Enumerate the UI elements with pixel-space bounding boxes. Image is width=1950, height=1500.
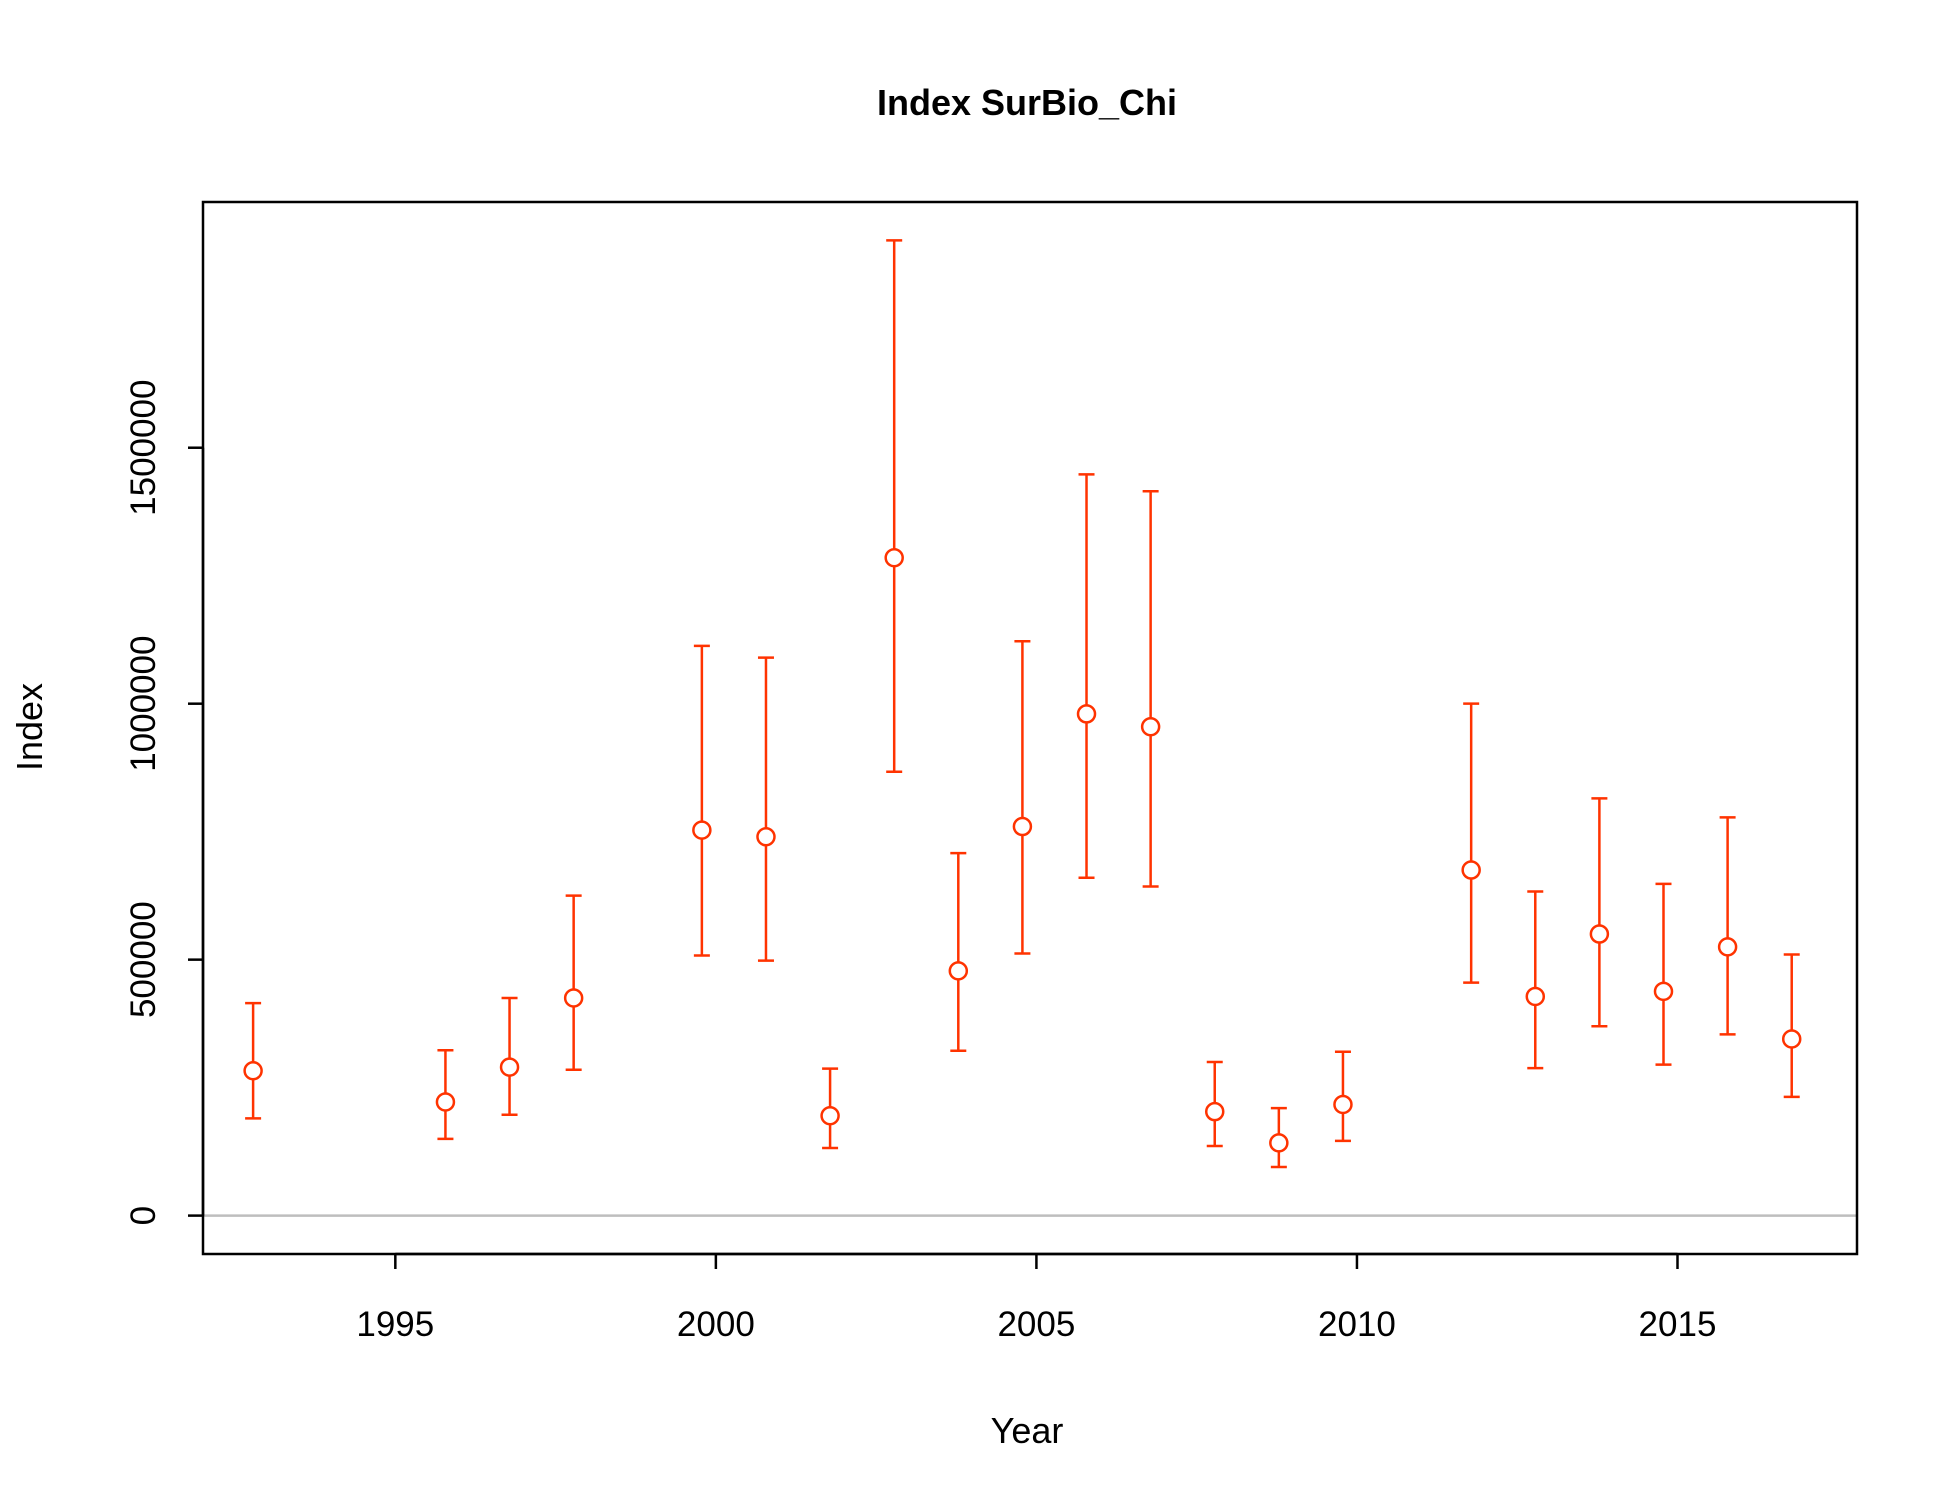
data-point: [820, 1067, 840, 1150]
series: [243, 239, 1802, 1169]
data-point: [243, 1001, 263, 1120]
data-point-marker: [1461, 860, 1481, 880]
data-point: [1012, 639, 1033, 955]
data-point: [1333, 1050, 1353, 1143]
data-point-marker: [948, 961, 969, 981]
data-point-marker: [1525, 986, 1546, 1007]
data-point: [756, 656, 776, 962]
data-point-marker: [1140, 716, 1161, 737]
data-point-marker: [1333, 1094, 1353, 1115]
x-axis-label: Year: [991, 1410, 1064, 1451]
data-point: [435, 1049, 456, 1141]
data-point-marker: [243, 1060, 263, 1081]
x-tick-label: 2010: [1318, 1305, 1396, 1344]
data-point-marker: [435, 1092, 456, 1112]
data-point-marker: [1012, 816, 1033, 837]
data-point: [1525, 890, 1546, 1070]
data-point: [1653, 882, 1674, 1066]
data-point: [884, 239, 904, 774]
data-point: [1204, 1060, 1225, 1148]
data-point-marker: [499, 1057, 520, 1077]
y-tick-label: 500000: [124, 901, 163, 1018]
y-tick-label: 1000000: [124, 636, 163, 772]
data-point: [1717, 816, 1738, 1036]
axes: 1995 2000 2005 2010 2015 0 500000 1000000 150000…: [124, 380, 1716, 1344]
y-axis-label: Index: [9, 683, 50, 771]
data-point-marker: [1653, 981, 1674, 1002]
y-tick-label: 1500000: [124, 380, 163, 516]
data-point-marker: [1204, 1101, 1225, 1122]
data-point-marker: [884, 548, 904, 568]
data-point-marker: [1717, 937, 1738, 957]
data-point: [563, 894, 584, 1071]
data-point-marker: [1589, 924, 1610, 944]
x-tick-label: 2015: [1639, 1305, 1717, 1344]
x-tick-label: 2000: [677, 1305, 755, 1344]
data-point: [499, 996, 520, 1117]
data-point: [1140, 489, 1161, 888]
data-point: [1589, 797, 1610, 1028]
plot-frame: [201, 200, 1859, 1256]
data-point: [1076, 473, 1097, 879]
data-point-marker: [1269, 1133, 1289, 1153]
data-point-marker: [1076, 704, 1097, 724]
data-point: [948, 851, 969, 1053]
y-tick-label: 0: [124, 1206, 163, 1225]
data-point-marker: [820, 1106, 840, 1126]
x-tick-label: 2005: [997, 1305, 1075, 1344]
data-point: [1461, 702, 1481, 984]
chart-title: Index SurBio_Chi: [877, 82, 1177, 123]
data-point-marker: [563, 988, 584, 1008]
data-point: [692, 644, 712, 957]
data-point-marker: [756, 827, 776, 847]
data-point: [1269, 1106, 1289, 1169]
data-point-marker: [1781, 1029, 1802, 1049]
x-tick-label: 1995: [356, 1305, 434, 1344]
data-point-marker: [692, 820, 712, 840]
data-point: [1781, 953, 1802, 1099]
